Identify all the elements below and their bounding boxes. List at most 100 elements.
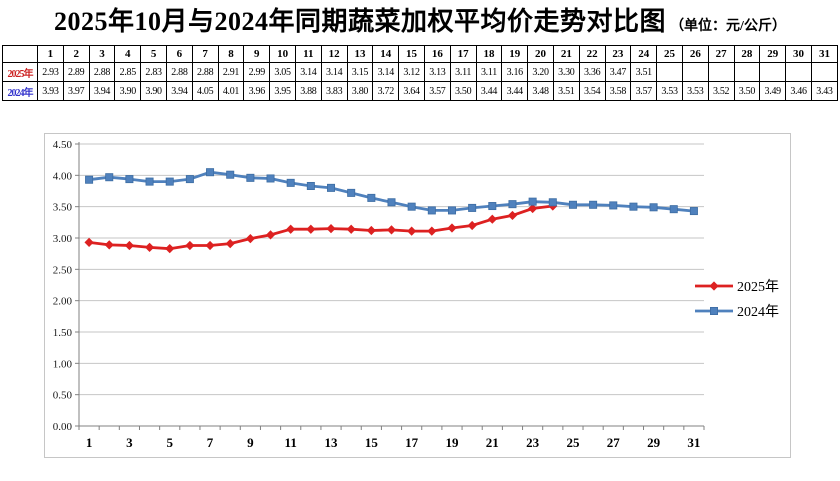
- table-cell: 3.11: [449, 62, 477, 82]
- data-point-marker: [508, 200, 517, 209]
- table-cell: 3.95: [269, 81, 296, 101]
- data-point-marker: [205, 240, 215, 251]
- day-header: 25: [656, 45, 683, 63]
- table-cell: 3.11: [475, 62, 503, 82]
- day-header: 28: [733, 45, 761, 63]
- data-point-marker: [347, 188, 356, 197]
- data-point-marker: [266, 174, 275, 183]
- data-point-marker: [286, 224, 296, 234]
- day-header: 13: [346, 45, 374, 63]
- x-tick-label: 11: [285, 435, 297, 450]
- y-tick-label: 3.50: [53, 202, 73, 214]
- table-cell: [759, 62, 787, 82]
- day-header: 7: [191, 45, 219, 63]
- day-header: 30: [785, 45, 812, 63]
- data-point-marker: [105, 173, 114, 182]
- day-header: 12: [320, 45, 348, 63]
- series-2025年: [84, 201, 558, 254]
- x-tick-label: 19: [445, 435, 459, 450]
- x-tick-label: 1: [86, 435, 93, 450]
- legend: 2025年 2024年: [695, 279, 779, 320]
- x-tick-label: 23: [526, 435, 540, 450]
- table-cell: 3.36: [578, 62, 606, 82]
- table-cell: [707, 62, 735, 82]
- day-header: 20: [527, 45, 554, 63]
- table-cell: 2.85: [114, 62, 142, 82]
- data-point-marker: [548, 198, 557, 207]
- data-point-marker: [145, 177, 154, 186]
- table-cell: 3.57: [630, 81, 658, 101]
- table-cell: 3.14: [372, 62, 400, 82]
- x-tick-label: 27: [607, 435, 621, 450]
- data-point-marker: [286, 178, 295, 187]
- table-cell: 3.53: [656, 81, 683, 101]
- table-cell: 3.43: [810, 81, 839, 101]
- table-cell: 3.46: [785, 81, 812, 101]
- data-point-marker: [649, 203, 658, 212]
- y-tick-label: 1.00: [53, 358, 73, 370]
- table-cell: 3.47: [604, 62, 632, 82]
- data-point-marker: [165, 244, 175, 254]
- day-header: 5: [140, 45, 167, 63]
- data-point-marker: [447, 206, 456, 215]
- day-header: 27: [707, 45, 735, 63]
- day-header: 4: [114, 45, 142, 63]
- table-cell: 3.53: [681, 81, 709, 101]
- table-cell: 4.01: [217, 81, 245, 101]
- row-label-2024年: 2024年: [2, 81, 38, 101]
- table-cell: 3.90: [114, 81, 142, 101]
- table-cell: 3.94: [165, 81, 193, 101]
- table-cell: 3.13: [423, 62, 451, 82]
- data-point-marker: [306, 181, 315, 190]
- data-point-marker: [488, 202, 497, 211]
- table-cell: 3.12: [398, 62, 425, 82]
- data-point-marker: [185, 175, 194, 184]
- table-cell: [810, 62, 839, 82]
- x-tick-label: 13: [325, 435, 339, 450]
- table-cell: 3.51: [630, 62, 658, 82]
- price-table: 1 2 3 4 5 6 7 8 9 10 11 12 13 14 15 16 17 18 19 20 21 22 23 24 2…: [2, 45, 839, 101]
- table-cell: 3.14: [294, 62, 322, 82]
- table-cell: 3.20: [527, 62, 554, 82]
- x-tick-label: 29: [647, 435, 661, 450]
- y-tick-label: 0.50: [53, 390, 73, 402]
- day-header: 17: [449, 45, 477, 63]
- y-tick-label: 1.50: [53, 327, 73, 339]
- y-tick-label: 3.00: [53, 233, 73, 245]
- table-cell: [733, 62, 761, 82]
- table-cell: 2.88: [165, 62, 193, 82]
- data-point-marker: [84, 237, 94, 247]
- table-cell: 3.50: [733, 81, 761, 101]
- x-tick-label: 25: [566, 435, 580, 450]
- table-row: 2024年 3.93 3.97 3.94 3.90 3.90 3.94 4.05 4.01 3.9…: [2, 81, 839, 101]
- data-point-marker: [104, 240, 114, 250]
- table-cell: 3.30: [552, 62, 580, 82]
- title-main: 2025年10月与2024年同期蔬菜加权平均价走势对比图: [54, 7, 667, 36]
- x-tick-label: 9: [247, 435, 254, 450]
- table-cell: 3.44: [475, 81, 503, 101]
- data-point-marker: [245, 234, 255, 244]
- legend-label: 2025年: [737, 279, 779, 295]
- data-point-marker: [528, 203, 538, 214]
- table-cell: 3.72: [372, 81, 400, 101]
- day-header: 2: [62, 45, 90, 63]
- table-cell: [656, 62, 683, 82]
- day-header: 24: [630, 45, 658, 63]
- table-cell: 3.14: [320, 62, 348, 82]
- data-point-marker: [447, 223, 457, 233]
- x-axis-labels: 1 3 5 7 9 11 13 15 17 19 21 23 25 27 29 31: [86, 435, 701, 450]
- data-point-marker: [366, 225, 376, 236]
- table-cell: 3.93: [37, 81, 64, 101]
- day-header: 23: [604, 45, 632, 63]
- table-cell: 3.94: [88, 81, 116, 101]
- data-point-marker: [669, 205, 678, 214]
- table-cell: 2.88: [191, 62, 219, 82]
- legend-entry-2024年: 2024年: [695, 304, 779, 320]
- table-cell: [681, 62, 709, 82]
- chart-title: 2025年10月与2024年同期蔬菜加权平均价走势对比图 （单位：元/公斤）: [0, 1, 840, 38]
- legend-marker: [709, 281, 719, 291]
- day-header: 26: [681, 45, 709, 63]
- x-tick-label: 3: [126, 435, 133, 450]
- table-cell: 3.15: [346, 62, 374, 82]
